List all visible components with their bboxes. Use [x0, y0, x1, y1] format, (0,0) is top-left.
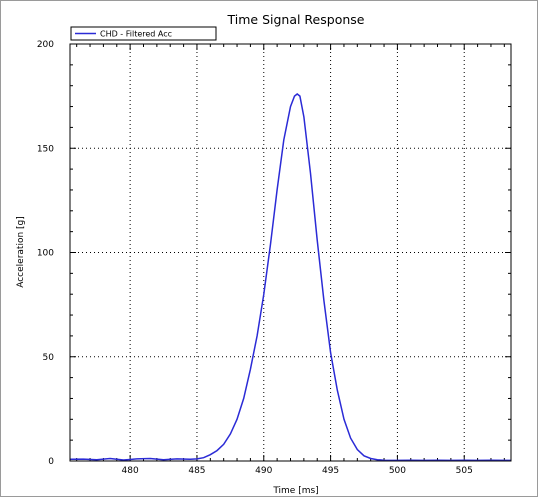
legend: CHD - Filtered Acc — [70, 26, 217, 41]
grid — [70, 44, 511, 461]
x-tick-label: 490 — [255, 466, 272, 476]
series-line — [69, 93, 512, 462]
y-tick-label: 0 — [48, 457, 54, 467]
chart-title: Time Signal Response — [227, 12, 365, 27]
x-tick-label: 505 — [456, 466, 473, 476]
y-tick-label: 50 — [43, 353, 55, 363]
y-axis-title: Acceleration [g] — [16, 216, 26, 288]
x-axis-title: Time [ms] — [272, 486, 318, 496]
x-tick-label: 500 — [389, 466, 406, 476]
legend-label: CHD - Filtered Acc — [100, 30, 172, 39]
y-tick-label: 100 — [37, 249, 54, 259]
y-tick-label: 150 — [37, 144, 54, 154]
x-tick-label: 480 — [122, 466, 139, 476]
legend-box — [70, 26, 217, 41]
y-axis-ticks: 0 50 100 150 200 — [37, 40, 511, 467]
plot-area-border — [69, 43, 512, 462]
x-tick-label: 485 — [188, 466, 205, 476]
y-tick-label: 200 — [37, 40, 54, 50]
x-tick-label: 495 — [322, 466, 339, 476]
